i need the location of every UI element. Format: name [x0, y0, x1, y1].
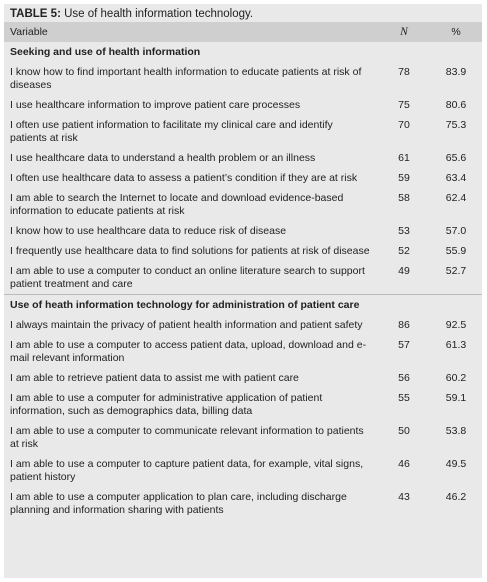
item-text: I am able to use a computer application … [10, 490, 347, 516]
caption-label: TABLE 5: [10, 8, 61, 20]
count-cell: 43 [398, 490, 410, 503]
percent-cell: 83.9 [445, 65, 467, 78]
count-cell: 59 [398, 171, 410, 184]
item-text: I always maintain the privacy of patient… [10, 318, 363, 331]
count-cell: 49 [398, 264, 410, 277]
percent-cell: 75.3 [445, 118, 467, 131]
count-cell: 75 [398, 98, 410, 111]
percent-cell: 46.2 [445, 490, 467, 503]
item-text: I am able to search the Internet to loca… [10, 191, 344, 217]
item-text: I frequently use healthcare data to find… [10, 244, 370, 257]
count-cell: 70 [398, 118, 410, 131]
item-text: I often use patient information to facil… [10, 118, 333, 144]
percent-cell: 65.6 [445, 151, 467, 164]
count-cell: 52 [398, 244, 410, 257]
data-row: I am able to retrieve patient data to as… [4, 368, 482, 388]
item-text: I know how to find important health info… [10, 65, 362, 91]
percent-cell: 57.0 [445, 224, 467, 237]
percent-cell: 63.4 [445, 171, 467, 184]
count-cell: 57 [398, 338, 410, 351]
data-row: I know how to find important health info… [4, 62, 482, 95]
data-row: I frequently use healthcare data to find… [4, 241, 482, 261]
percent-cell: 53.8 [445, 424, 467, 437]
item-text: I am able to use a computer to access pa… [10, 338, 367, 364]
table-body: Seeking and use of health information I k… [4, 42, 482, 520]
percent-cell: 61.3 [445, 338, 467, 351]
percent-cell: 49.5 [445, 457, 467, 470]
item-text: I use healthcare data to understand a he… [10, 151, 316, 164]
percent-cell: 60.2 [445, 371, 467, 384]
data-row: I am able to use a computer to access pa… [4, 335, 482, 368]
data-row: I am able to use a computer to capture p… [4, 454, 482, 487]
section-heading: Seeking and use of health information [10, 45, 201, 58]
data-row: I am able to use a computer to communica… [4, 421, 482, 454]
count-cell: 56 [398, 371, 410, 384]
count-cell: 53 [398, 224, 410, 237]
item-text: I often use healthcare data to assess a … [10, 171, 358, 184]
data-row: I am able to search the Internet to loca… [4, 188, 482, 221]
count-cell: 86 [398, 318, 410, 331]
item-text: I use healthcare information to improve … [10, 98, 301, 111]
count-cell: 78 [398, 65, 410, 78]
percent-cell: 80.6 [445, 98, 467, 111]
item-text: I am able to use a computer for administ… [10, 391, 323, 417]
data-row: I know how to use healthcare data to red… [4, 221, 482, 241]
caption: TABLE 5: Use of health information techn… [4, 4, 482, 22]
count-cell: 46 [398, 457, 410, 470]
table-figure: TABLE 5: Use of health information techn… [4, 4, 482, 578]
data-row: I always maintain the privacy of patient… [4, 315, 482, 335]
item-text: I am able to use a computer to capture p… [10, 457, 364, 483]
column-header: N [378, 22, 430, 42]
column-header: Variable [4, 22, 378, 42]
section-heading: Use of heath information technology for … [4, 294, 482, 315]
percent-cell: 92.5 [445, 318, 467, 331]
percent-cell: 62.4 [445, 191, 467, 204]
item-text: I know how to use healthcare data to red… [10, 224, 287, 237]
data-row: I use healthcare data to understand a he… [4, 148, 482, 168]
data-row: I am able to use a computer for administ… [4, 388, 482, 421]
section-row: Seeking and use of health information [4, 42, 482, 62]
count-cell: 50 [398, 424, 410, 437]
column-header: % [430, 22, 482, 42]
header-row: Variable N % [4, 22, 482, 42]
item-text: I am able to retrieve patient data to as… [10, 371, 299, 384]
data-row: I often use healthcare data to assess a … [4, 168, 482, 188]
data-row: I am able to use a computer to conduct a… [4, 261, 482, 295]
table: Variable N % Seeking and use of health i… [4, 22, 482, 520]
percent-cell: 52.7 [445, 264, 467, 277]
data-row: I often use patient information to facil… [4, 115, 482, 148]
caption-text: Use of health information technology. [64, 8, 254, 20]
count-cell: 55 [398, 391, 410, 404]
count-cell: 61 [398, 151, 410, 164]
percent-cell: 59.1 [445, 391, 467, 404]
percent-cell: 55.9 [445, 244, 467, 257]
data-row: I am able to use a computer application … [4, 487, 482, 520]
count-cell: 58 [398, 191, 410, 204]
data-row: I use healthcare information to improve … [4, 95, 482, 115]
item-text: I am able to use a computer to conduct a… [10, 264, 365, 290]
item-text: I am able to use a computer to communica… [10, 424, 364, 450]
section-row: Use of heath information technology for … [4, 294, 482, 315]
